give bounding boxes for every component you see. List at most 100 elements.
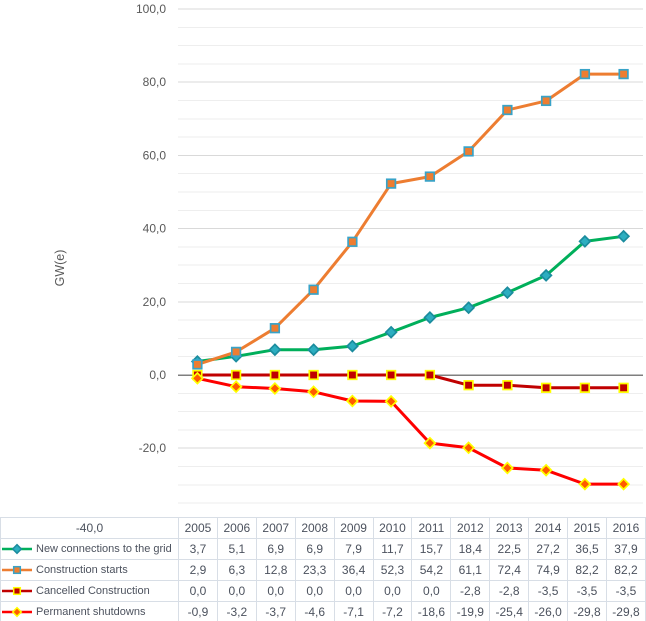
value-cell: -2,8 xyxy=(450,580,491,602)
legend-cell-permanent-shutdowns: Permanent shutdowns xyxy=(0,601,179,621)
value-cell: -3,5 xyxy=(567,580,607,602)
major-gridlines xyxy=(178,8,643,449)
construction-starts-legend-marker-icon xyxy=(2,565,32,575)
table-year-row: -40,0 2005 2006 2007 2008 2009 2010 2011 2012 20… xyxy=(0,517,646,539)
year-header-cell: 2007 xyxy=(255,517,296,539)
value-cell: 3,7 xyxy=(178,538,218,560)
value-cell: 36,5 xyxy=(567,538,607,560)
y-tick-label: 40,0 xyxy=(143,222,167,236)
value-cell: -3,5 xyxy=(528,580,569,602)
series-markers xyxy=(190,371,631,491)
value-cell: 6,9 xyxy=(255,538,296,560)
value-cell: 37,9 xyxy=(605,538,646,560)
table-series-row: Cancelled Construction 0,0 0,0 0,0 0,0 0,0 0,0… xyxy=(0,580,646,602)
year-header-cell: 2005 xyxy=(178,517,218,539)
value-cell: 74,9 xyxy=(528,559,569,581)
series-markers xyxy=(192,68,629,370)
series-cancelled-construction xyxy=(192,369,629,393)
value-cell: -3,7 xyxy=(255,601,296,621)
value-cell: 54,2 xyxy=(411,559,452,581)
minor-gridlines xyxy=(178,26,643,504)
value-cell: 0,0 xyxy=(178,580,218,602)
y-tick-label: 60,0 xyxy=(143,148,167,162)
value-cell: 12,8 xyxy=(255,559,296,581)
value-cell: 2,9 xyxy=(178,559,218,581)
y-tick-label: 20,0 xyxy=(143,295,167,309)
legend-cell-cancelled-construction: Cancelled Construction xyxy=(0,580,179,602)
cancelled-construction-legend-marker-icon xyxy=(2,586,32,596)
value-cell: 15,7 xyxy=(411,538,452,560)
value-cell: -0,9 xyxy=(178,601,218,621)
line-chart-plot: 100,0 80,0 60,0 40,0 20,0 0,0 -20,0 GW(e) xyxy=(53,2,643,504)
value-cell: 0,0 xyxy=(216,580,257,602)
series-markers xyxy=(192,369,629,393)
series-line xyxy=(196,72,624,366)
series-markers xyxy=(190,229,631,369)
year-header-cell: 2014 xyxy=(528,517,569,539)
value-cell: 0,0 xyxy=(294,580,335,602)
value-cell: -2,8 xyxy=(489,580,530,602)
series-name-label: Permanent shutdowns xyxy=(36,606,146,618)
y-axis-min-label: -40,0 xyxy=(0,517,179,539)
y-axis-tick-labels: 100,0 80,0 60,0 40,0 20,0 0,0 -20,0 xyxy=(136,2,166,455)
value-cell: -7,2 xyxy=(372,601,413,621)
value-cell: -3,2 xyxy=(216,601,257,621)
legend-cell-new-connections-to-the-grid: New connections to the grid xyxy=(0,538,179,560)
value-cell: -25,4 xyxy=(489,601,530,621)
year-header-cell: 2016 xyxy=(605,517,646,539)
value-cell: 0,0 xyxy=(372,580,413,602)
value-cell: -7,1 xyxy=(333,601,374,621)
year-header-cell: 2009 xyxy=(333,517,374,539)
value-cell: 82,2 xyxy=(567,559,607,581)
year-header-cell: 2008 xyxy=(294,517,335,539)
series-line xyxy=(197,234,624,363)
value-cell: -29,8 xyxy=(605,601,646,621)
value-cell: 0,0 xyxy=(411,580,452,602)
table-series-row: Construction starts 2,9 6,3 12,8 23,3 36,4 52,… xyxy=(0,559,646,581)
series-name-label: Construction starts xyxy=(36,564,128,576)
value-cell: 18,4 xyxy=(450,538,491,560)
series-name-label: Cancelled Construction xyxy=(36,585,150,597)
year-header-cell: 2011 xyxy=(411,517,452,539)
series-line xyxy=(197,376,624,486)
series-construction-starts xyxy=(192,68,629,370)
value-cell: 6,9 xyxy=(294,538,335,560)
value-cell: 22,5 xyxy=(489,538,530,560)
y-axis-title: GW(e) xyxy=(53,250,67,287)
value-cell: -18,6 xyxy=(411,601,452,621)
value-cell: 0,0 xyxy=(333,580,374,602)
value-cell: -19,9 xyxy=(450,601,491,621)
year-header-cell: 2006 xyxy=(216,517,257,539)
value-cell: 52,3 xyxy=(372,559,413,581)
value-cell: -3,5 xyxy=(605,580,646,602)
value-cell: 6,3 xyxy=(216,559,257,581)
permanent-shutdowns-legend-marker-icon xyxy=(2,606,32,618)
y-tick-label: -20,0 xyxy=(139,441,167,455)
year-header-cell: 2013 xyxy=(489,517,530,539)
value-cell: 11,7 xyxy=(372,538,413,560)
value-cell: -26,0 xyxy=(528,601,569,621)
value-cell: 72,4 xyxy=(489,559,530,581)
y-tick-label: 0,0 xyxy=(149,368,166,382)
y-tick-label: 80,0 xyxy=(143,75,167,89)
value-cell: 36,4 xyxy=(333,559,374,581)
value-cell: 61,1 xyxy=(450,559,491,581)
new-connections-to-the-grid-legend-marker-icon xyxy=(2,543,32,555)
series-line xyxy=(197,373,624,390)
chart-data-table: -40,0 2005 2006 2007 2008 2009 2010 2011 2012 20… xyxy=(0,517,646,621)
value-cell: 5,1 xyxy=(216,538,257,560)
series-new-connections-to-the-grid xyxy=(190,229,631,369)
legend-cell-construction-starts: Construction starts xyxy=(0,559,179,581)
value-cell: 82,2 xyxy=(605,559,646,581)
value-cell: 27,2 xyxy=(528,538,569,560)
year-header-cell: 2012 xyxy=(450,517,491,539)
value-cell: 7,9 xyxy=(333,538,374,560)
value-cell: 0,0 xyxy=(255,580,296,602)
series-name-label: New connections to the grid xyxy=(36,543,172,555)
value-cell: 23,3 xyxy=(294,559,335,581)
y-tick-label: 100,0 xyxy=(136,2,166,16)
year-header-cell: 2010 xyxy=(372,517,413,539)
series-permanent-shutdowns xyxy=(190,371,631,491)
value-cell: -29,8 xyxy=(567,601,607,621)
